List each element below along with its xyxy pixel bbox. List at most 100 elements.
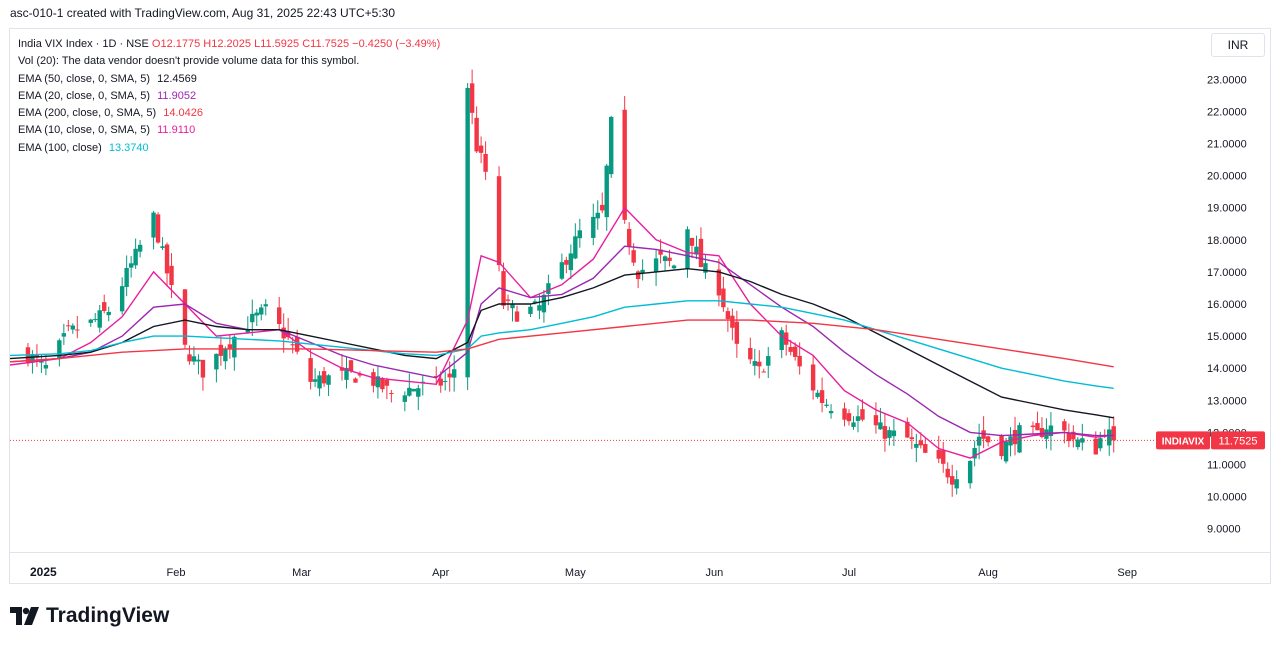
indicator-row[interactable]: EMA (50, close, 0, SMA, 5) 12.4569	[18, 71, 440, 88]
currency-button[interactable]: INR	[1211, 33, 1265, 57]
candle	[954, 470, 959, 495]
candle	[999, 434, 1004, 460]
candle	[420, 375, 425, 396]
candle-body	[196, 359, 201, 362]
candle-body	[312, 379, 318, 382]
candle-body	[914, 443, 919, 448]
candle-body	[716, 269, 722, 296]
y-tick-label: 15.0000	[1207, 331, 1247, 343]
candle-body	[905, 421, 910, 438]
candle-body	[137, 244, 143, 252]
candle-body	[1048, 425, 1054, 437]
price-tag-value-bg	[1211, 431, 1265, 450]
candle-body	[950, 476, 955, 485]
indicator-row[interactable]: EMA (20, close, 0, SMA, 5) 11.9052	[18, 88, 440, 105]
candle-body	[568, 253, 574, 271]
x-tick-label: Apr	[432, 567, 449, 579]
candle	[254, 309, 259, 326]
candle-body	[191, 356, 197, 362]
candle	[600, 192, 605, 214]
candle-body	[339, 367, 345, 371]
symbol-name[interactable]: India VIX Index · 1D · NSE	[18, 38, 149, 50]
candle	[389, 389, 394, 403]
candle	[182, 289, 188, 349]
candle-body	[155, 214, 161, 243]
candle-body	[514, 311, 520, 322]
indicator-row[interactable]: EMA (200, close, 0, SMA, 5) 14.0426	[18, 105, 440, 122]
candle	[972, 440, 977, 467]
x-tick-label: Jun	[706, 567, 724, 579]
y-tick-label: 13.0000	[1207, 395, 1247, 407]
indicator-value: 13.3740	[108, 141, 149, 154]
candle-body	[815, 392, 820, 397]
candle-body	[133, 248, 138, 266]
candle	[1098, 431, 1103, 452]
candle	[914, 433, 919, 463]
candle	[1071, 425, 1076, 448]
candle	[671, 264, 677, 270]
candle	[57, 338, 62, 367]
change-value: −0.4250 (−3.49%)	[352, 38, 441, 50]
candle	[591, 203, 596, 246]
candle-body	[223, 349, 228, 362]
candle	[640, 259, 645, 281]
candle-body	[245, 329, 250, 334]
open-value: O12.1775	[151, 38, 201, 50]
candle-body	[128, 263, 134, 268]
candle	[873, 402, 879, 434]
candle	[1066, 423, 1072, 448]
candle	[609, 115, 614, 178]
candle	[967, 459, 973, 489]
candle-body	[721, 288, 726, 308]
indicator-name: EMA (100, close)	[18, 141, 102, 154]
candle	[918, 432, 923, 449]
candle-body	[1062, 421, 1067, 431]
candle-body	[730, 315, 735, 328]
candle	[514, 305, 520, 322]
candle	[496, 166, 502, 272]
candle	[824, 398, 829, 408]
candle	[653, 249, 659, 286]
candle-body	[685, 229, 690, 269]
candle	[119, 277, 125, 315]
indicator-row[interactable]: EMA (100, close) 13.3740	[18, 140, 440, 157]
x-tick-label: Jul	[842, 567, 856, 579]
volume-note-row[interactable]: Vol (20): The data vendor doesn't provid…	[18, 55, 360, 68]
candle	[860, 399, 865, 422]
candle-body	[967, 461, 973, 484]
candle	[891, 418, 897, 447]
y-tick-label: 20.0000	[1207, 171, 1247, 183]
candle	[155, 212, 161, 244]
candle-body	[1107, 429, 1112, 446]
indicator-row[interactable]: EMA (10, close, 0, SMA, 5) 11.9110	[18, 122, 440, 139]
candle-body	[438, 378, 443, 386]
candle-body	[232, 336, 237, 358]
candle-body	[164, 244, 170, 274]
candle-body	[689, 237, 695, 246]
candle	[339, 354, 345, 381]
candle-body	[595, 212, 600, 219]
y-tick-label: 9.0000	[1207, 524, 1241, 536]
candle-body	[70, 325, 76, 330]
candle-body	[151, 212, 156, 238]
y-tick-label: 16.0000	[1207, 299, 1247, 311]
tradingview-logo[interactable]: TradingView	[10, 602, 169, 630]
candle-body	[779, 330, 784, 351]
candle	[981, 416, 986, 449]
candle-body	[972, 447, 977, 459]
candle	[528, 304, 533, 318]
candle-body	[326, 375, 331, 385]
candle-body	[891, 430, 897, 437]
y-tick-label: 22.0000	[1207, 106, 1247, 118]
candle	[828, 404, 834, 419]
candle	[137, 240, 143, 258]
candle	[375, 366, 381, 399]
candle	[407, 373, 412, 397]
candle	[950, 464, 955, 497]
candle	[75, 315, 80, 339]
candle-body	[1111, 426, 1116, 441]
candle-body	[214, 353, 219, 370]
candle	[259, 304, 264, 321]
candle-body	[860, 409, 865, 420]
